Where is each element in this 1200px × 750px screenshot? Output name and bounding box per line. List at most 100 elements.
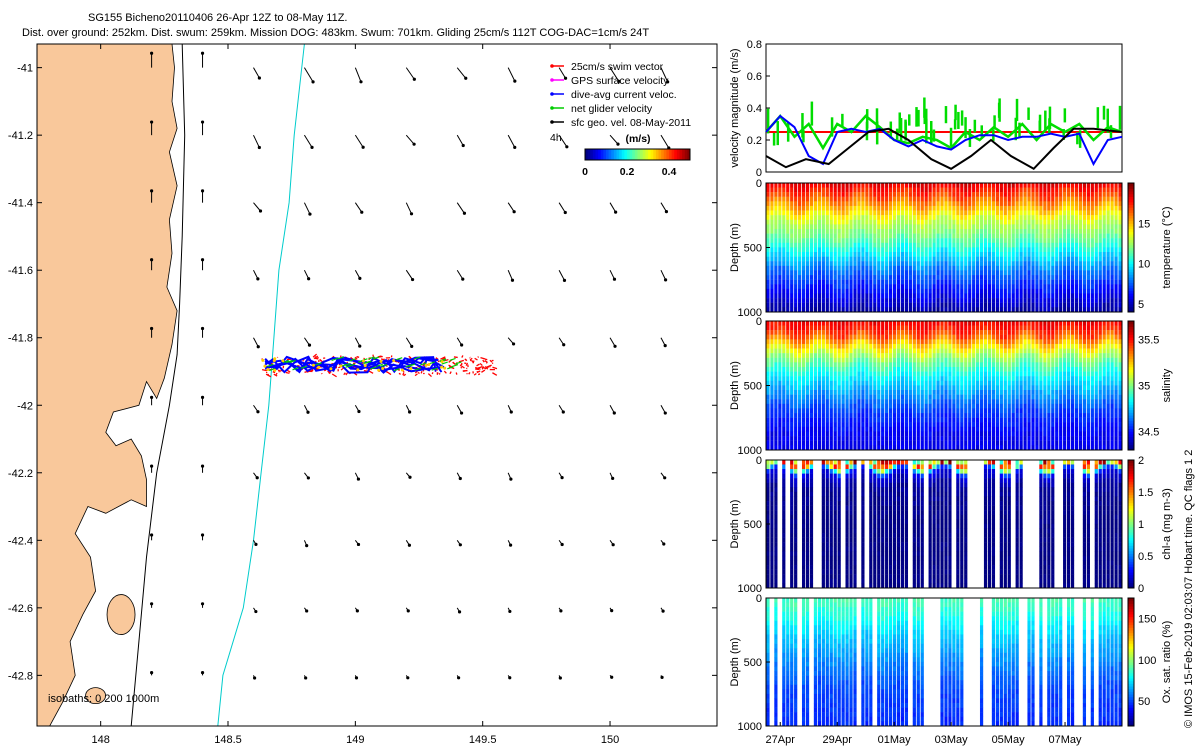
salinity-cell [892, 348, 897, 354]
salinity-cell [979, 426, 984, 432]
temperature-cell [790, 192, 794, 197]
temperature-cell [892, 261, 897, 267]
salinity-cell [845, 376, 849, 381]
temperature-cell [904, 182, 909, 188]
salinity-cell [976, 431, 980, 437]
temperature-cell [904, 256, 909, 262]
salinity-cell [857, 385, 861, 391]
temperature-cell [932, 284, 936, 290]
salinity-cell [873, 431, 877, 437]
temperature-cell [1078, 252, 1083, 257]
temperature-cell [972, 187, 976, 193]
temperature-cell [912, 288, 916, 294]
temperature-cell [948, 252, 952, 257]
temperature-cell [1074, 182, 1079, 188]
temperature-cell [1055, 205, 1059, 211]
geo-vector-head [614, 210, 618, 214]
temperature-cell [845, 265, 849, 271]
salinity-cell [889, 366, 893, 372]
temperature-cell [1007, 279, 1011, 285]
salinity-cell [979, 436, 984, 441]
temperature-cell [821, 307, 825, 313]
salinity-cell [869, 371, 873, 377]
temperature-cell [976, 182, 980, 188]
temperature-cell [983, 279, 988, 285]
temperature-cell [936, 228, 940, 234]
temperature-cell [1106, 228, 1110, 234]
salinity-cell [912, 376, 916, 381]
temperature-colorbar-cell [1128, 301, 1134, 305]
temperature-cell [1003, 293, 1007, 299]
temperature-cell [968, 270, 972, 276]
temperature-cell [1031, 293, 1035, 299]
temperature-cell [892, 270, 897, 276]
temperature-cell [817, 187, 821, 193]
temperature-cell [857, 238, 861, 243]
temperature-cell [1090, 270, 1094, 276]
temperature-cell [857, 279, 861, 285]
salinity-cell [960, 380, 964, 386]
salinity-cell [790, 426, 794, 432]
temperature-cell [920, 302, 924, 308]
temperature-cell [995, 219, 999, 225]
salinity-cell [865, 339, 869, 345]
salinity-cell [908, 445, 912, 451]
salinity-cell [896, 330, 901, 335]
temperature-cell [999, 256, 1003, 262]
salinity-cell [821, 353, 825, 358]
temperature-cell [782, 293, 786, 299]
salinity-cell [845, 330, 849, 335]
temperature-cell [774, 196, 778, 202]
temperature-cell [873, 265, 877, 271]
salinity-cell [869, 426, 873, 432]
temperature-cell [952, 302, 956, 308]
geo-vector-head [256, 345, 260, 349]
temperature-cell [924, 302, 928, 308]
geo-vector [660, 202, 667, 212]
temperature-cell [940, 210, 944, 216]
salinity-cell [912, 343, 916, 349]
temperature-cell [1094, 307, 1098, 313]
salinity-cell [801, 339, 806, 345]
salinity-cell [924, 343, 928, 349]
temperature-cell [1082, 233, 1087, 239]
salinity-cell [805, 399, 810, 405]
temperature-cell [809, 196, 814, 202]
gps-point [440, 365, 444, 369]
salinity-cell [885, 390, 889, 395]
salinity-cell [766, 399, 770, 405]
temperature-cell [952, 261, 956, 267]
isobaths-label: isobaths: 0 200 1000m [48, 693, 159, 705]
temperature-cell [841, 298, 845, 303]
temperature-cell [900, 265, 905, 271]
temperature-cell [1027, 307, 1031, 313]
salinity-cell [928, 440, 932, 446]
salinity-cell [889, 325, 893, 331]
temperature-cell [1023, 219, 1027, 225]
temperature-cell [960, 192, 964, 197]
temperature-cell [1074, 205, 1079, 211]
temperature-cell [908, 252, 912, 257]
salinity-cell [790, 394, 794, 400]
temperature-cell [932, 205, 936, 211]
temperature-cell [892, 247, 897, 253]
salinity-cell [877, 348, 881, 354]
temperature-cell [786, 192, 790, 197]
temperature-cell [817, 307, 821, 313]
temperature-cell [865, 307, 869, 313]
temperature-cell [885, 196, 889, 202]
salinity-cell [813, 394, 818, 400]
temperature-cell [904, 270, 909, 276]
temperature-cell [1027, 279, 1031, 285]
temperature-cell [948, 270, 952, 276]
temperature-cell [916, 224, 920, 230]
geo-vector-head [663, 411, 667, 415]
temperature-cell [928, 265, 932, 271]
temperature-cell [1003, 247, 1007, 253]
geo-vector-head [663, 476, 667, 480]
temperature-cell [805, 205, 810, 211]
temperature-cell [798, 247, 802, 253]
salinity-cell [853, 320, 857, 326]
geo-vector-head [200, 671, 205, 675]
salinity-cell [849, 339, 853, 345]
